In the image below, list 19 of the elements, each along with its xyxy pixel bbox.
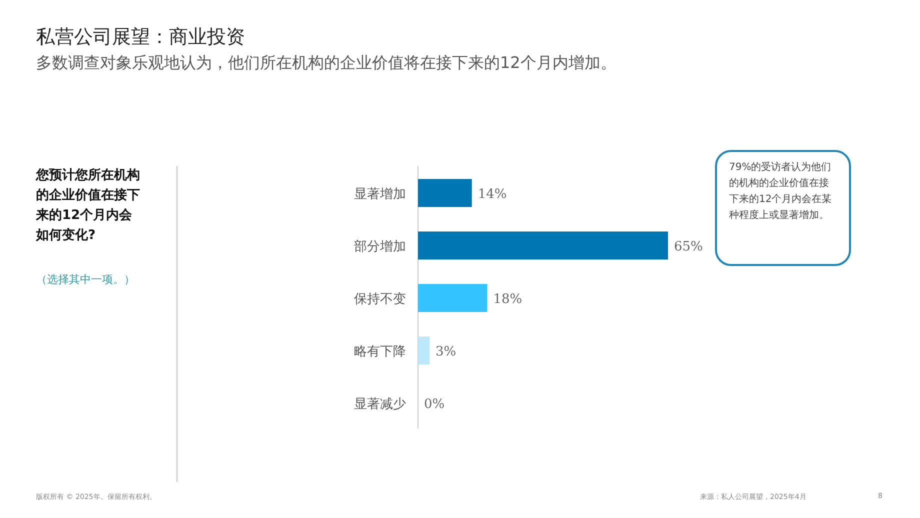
bar <box>418 284 488 312</box>
data-label: 3% <box>436 344 456 360</box>
y-tick-label: 显著减少 <box>354 397 406 412</box>
y-tick-label: 部分增加 <box>354 240 406 254</box>
data-label: 18% <box>493 292 522 307</box>
y-tick-label: 显著增加 <box>354 187 406 202</box>
bar <box>418 232 668 260</box>
data-label: 14% <box>478 187 507 202</box>
bar <box>418 179 472 207</box>
text: （选择其中一项。） <box>36 272 135 287</box>
text: 79%的受访者认为他们的机构的企业价值在接下来的12个月内会在某种程度上或显著增加。 <box>715 150 851 266</box>
text: 私营公司展望：商业投资 <box>36 25 245 50</box>
chart-subtitle: 多数调查对象乐观地认为，他们所在机构的企业价值将在接下来的12个月内增加。 <box>36 53 616 74</box>
y-tick-label: 保持不变 <box>354 292 406 307</box>
bar <box>418 336 430 364</box>
data-label: 0% <box>424 397 445 412</box>
y-tick-label: 略有下降 <box>354 344 406 360</box>
data-label: 65% <box>674 240 703 254</box>
text: 您预计您所在机构的企业价值在接下来的12个月内会如何变化? <box>36 167 141 245</box>
